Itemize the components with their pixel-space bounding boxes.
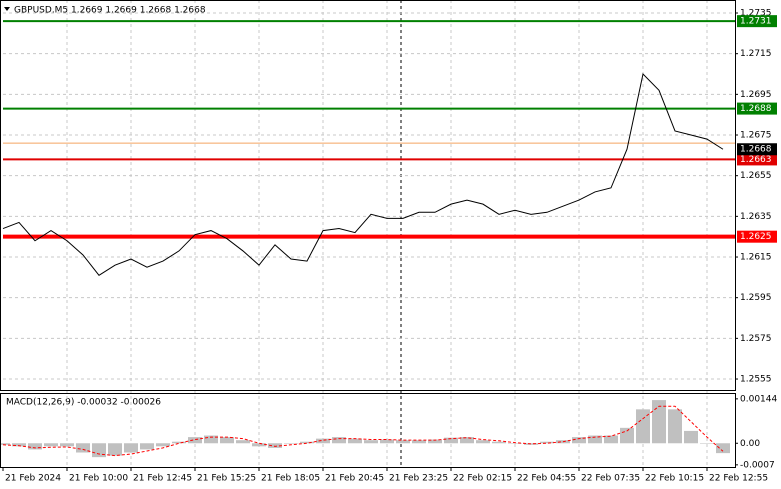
macd-bar <box>508 443 522 444</box>
macd-bar <box>396 440 410 444</box>
y-tick-label: 1.2555 <box>740 375 772 385</box>
x-tick-label: 21 Feb 20:45 <box>325 474 384 484</box>
y-tick-label: 1.2695 <box>740 90 772 100</box>
x-tick-label: 21 Feb 12:45 <box>133 474 192 484</box>
macd-bar <box>348 438 362 444</box>
y-tick-label: 1.2615 <box>740 253 772 263</box>
macd-bar <box>140 443 154 450</box>
level-label-box <box>737 15 777 28</box>
macd-bar <box>684 430 698 444</box>
x-tick-label: 22 Feb 12:55 <box>709 474 768 484</box>
macd-bar <box>716 443 730 454</box>
macd-bar <box>108 443 122 456</box>
macd-bar <box>700 443 714 444</box>
y-tick-label: -0.0007 <box>740 460 775 470</box>
current-price-box <box>737 143 777 156</box>
x-tick-label: 21 Feb 2024 <box>5 474 61 484</box>
x-tick-label: 22 Feb 07:35 <box>581 474 640 484</box>
macd-bar <box>412 440 426 444</box>
x-tick-label: 22 Feb 04:55 <box>517 474 576 484</box>
macd-bar <box>252 443 266 447</box>
macd-bar <box>444 437 458 444</box>
macd-bar <box>668 409 682 444</box>
y-tick-label: 0.00144 <box>740 394 777 404</box>
macd-bar <box>12 443 26 447</box>
macd-bar <box>636 409 650 444</box>
macd-bar <box>540 441 554 444</box>
level-label: 1.2731 <box>740 17 772 27</box>
macd-bar <box>572 437 586 444</box>
macd-bar <box>300 441 314 444</box>
x-tick-label: 21 Feb 10:00 <box>69 474 128 484</box>
y-tick-label: 0.00 <box>740 439 760 449</box>
macd-bar <box>188 437 202 444</box>
macd-bar <box>284 443 298 444</box>
macd-bar <box>0 443 10 445</box>
macd-bar <box>172 441 186 444</box>
macd-bar <box>332 437 346 444</box>
y-tick-label: 1.2735 <box>740 9 772 19</box>
current-price-label: 1.2668 <box>740 145 772 155</box>
macd-bar <box>76 443 90 453</box>
macd-bar <box>60 443 74 447</box>
macd-bar <box>236 440 250 444</box>
x-tick-label: 22 Feb 02:15 <box>453 474 512 484</box>
level-label: 1.2625 <box>740 232 772 242</box>
macd-bar <box>44 443 58 447</box>
macd-bar <box>460 437 474 444</box>
price-line <box>2 73 724 276</box>
macd-bar <box>28 443 42 450</box>
macd-bar <box>268 443 282 448</box>
panel-border <box>0 393 736 468</box>
y-tick-label: 1.2675 <box>740 131 772 141</box>
macd-bar <box>476 440 490 444</box>
y-tick-label: 1.2715 <box>740 49 772 59</box>
x-tick-label: 21 Feb 18:05 <box>261 474 320 484</box>
y-tick-label: 1.2595 <box>740 293 772 303</box>
macd-bar <box>220 437 234 444</box>
signal-line <box>2 405 724 457</box>
macd-title: MACD(12,26,9) -0.00032 -0.00026 <box>6 398 161 408</box>
macd-bar <box>156 443 170 447</box>
macd-bar <box>124 443 138 453</box>
y-tick-label: 1.2575 <box>740 334 772 344</box>
y-tick-label: 1.2655 <box>740 171 772 181</box>
macd-bar <box>492 441 506 444</box>
x-tick-label: 21 Feb 15:25 <box>197 474 256 484</box>
level-label-box <box>737 230 777 243</box>
x-tick-label: 22 Feb 10:15 <box>645 474 704 484</box>
macd-bar <box>524 443 538 445</box>
level-label: 1.2663 <box>740 155 772 165</box>
level-label-box <box>737 153 777 166</box>
y-tick-label: 1.2635 <box>740 212 772 222</box>
level-label: 1.2688 <box>740 104 772 114</box>
macd-bar <box>364 440 378 444</box>
title-arrow <box>4 7 10 11</box>
macd-bar <box>316 438 330 444</box>
panel-border <box>0 0 736 391</box>
macd-bar <box>92 443 106 458</box>
macd-bar <box>428 439 442 444</box>
x-tick-label: 21 Feb 23:25 <box>389 474 448 484</box>
macd-bar <box>588 435 602 444</box>
level-label-box <box>737 102 777 115</box>
macd-bar <box>652 400 666 444</box>
macd-bar <box>204 435 218 444</box>
macd-bar <box>604 435 618 444</box>
chart-title: GBPUSD,M5 1.2669 1.2669 1.2668 1.2668 <box>14 6 206 16</box>
macd-bar <box>620 427 634 444</box>
macd-bar <box>380 439 394 444</box>
